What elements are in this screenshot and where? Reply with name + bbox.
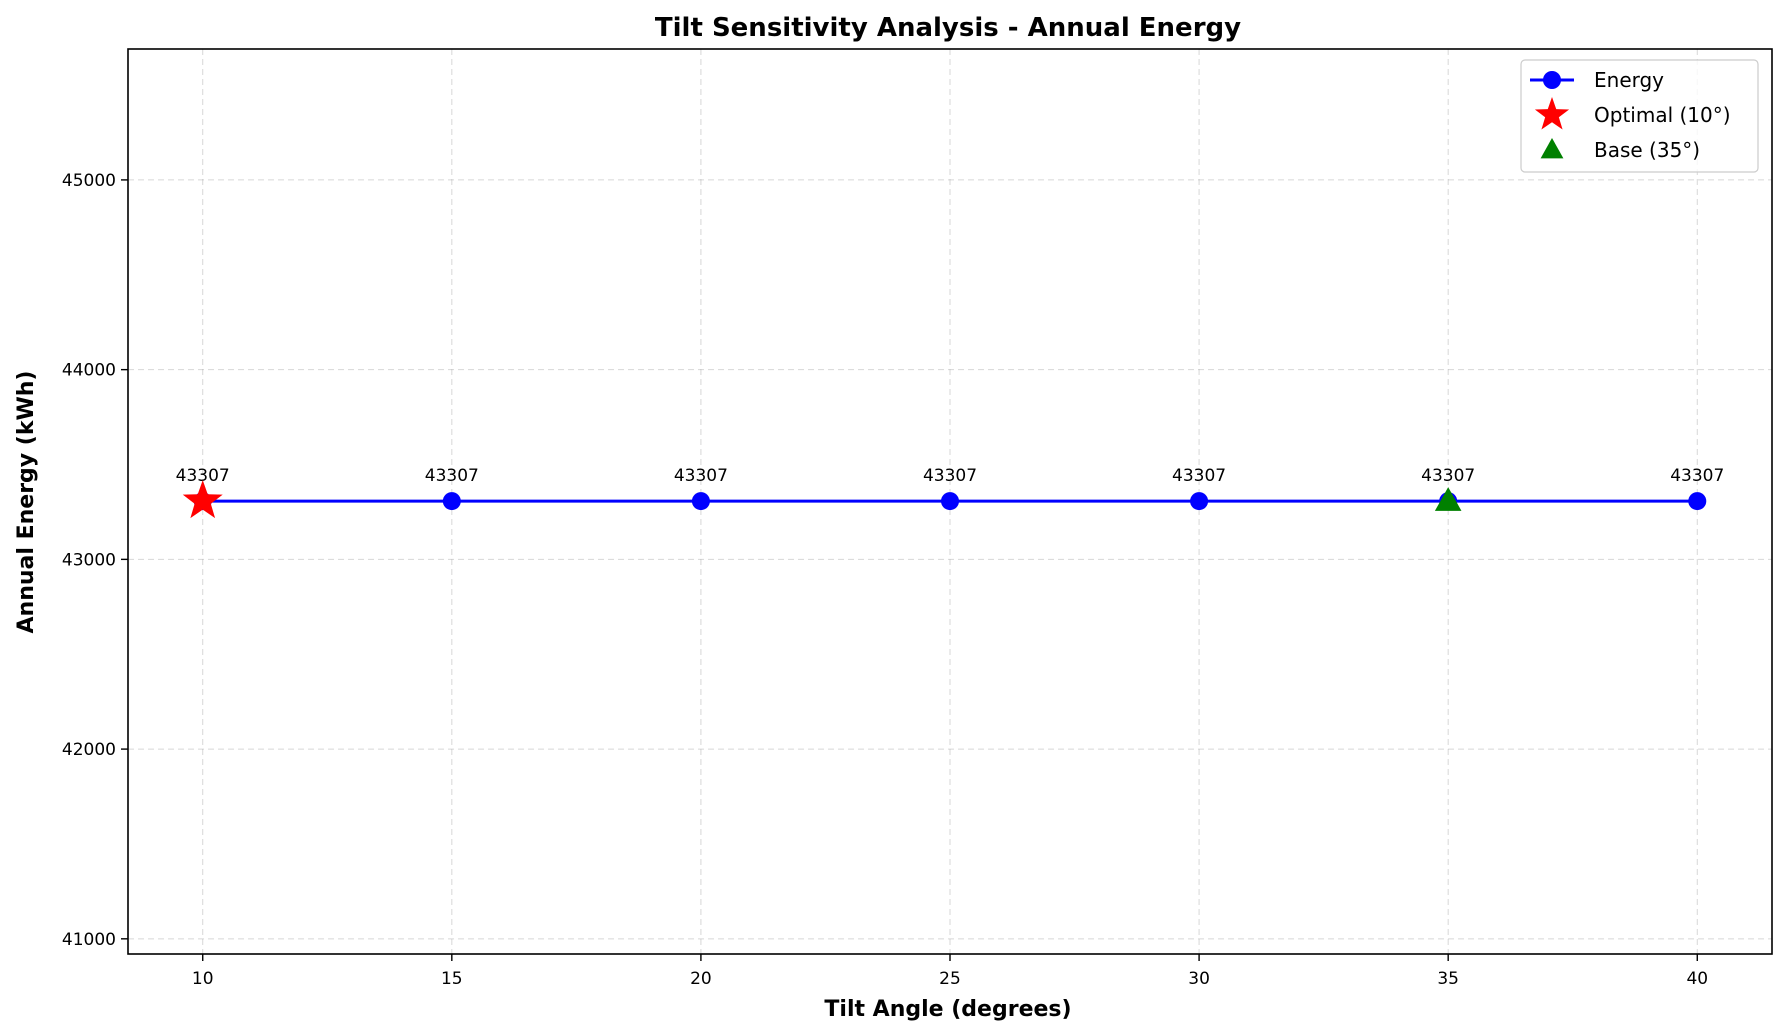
plot-series: 43307 43307 43307 43307 43307 43307 43307 [176,466,1724,519]
energy-point [442,492,461,511]
legend-base-triangle-icon [1540,138,1564,159]
legend-label-energy: Energy [1594,68,1664,92]
chart-title: Tilt Sensitivity Analysis - Annual Energ… [655,13,1241,43]
energy-point [941,492,959,511]
y-tick-label: 43000 [62,550,116,570]
legend: Energy Optimal (10°) Base (35°) [1520,59,1759,173]
x-tick-label: 15 [441,969,463,989]
x-tick-label: 30 [1188,969,1210,989]
energy-data-label: 43307 [923,466,977,486]
energy-data-label: 43307 [674,466,728,486]
axes: 10 15 20 25 30 35 40 41000 42000 43000 44000 45000 [62,171,1708,989]
x-tick-label: 25 [939,969,961,989]
y-tick-label: 45000 [62,171,116,191]
y-tick-label: 44000 [62,361,116,381]
legend-energy-marker [1543,71,1561,89]
x-tick-label: 35 [1437,969,1459,989]
base-triangle-marker [1434,487,1462,511]
y-tick-label: 42000 [62,740,116,760]
energy-data-label: 43307 [1421,466,1475,486]
energy-data-label: 43307 [1172,466,1226,486]
energy-data-label: 43307 [425,466,479,486]
x-tick-label: 10 [192,969,214,989]
optimal-star-marker [182,480,223,519]
energy-data-label: 43307 [176,466,230,486]
energy-point [1688,492,1707,511]
y-axis-title: Annual Energy (kWh) [14,371,39,634]
legend-label-optimal: Optimal (10°) [1594,103,1731,127]
legend-optimal-star-icon [1534,97,1570,130]
x-tick-label: 20 [690,969,712,989]
y-tick-label: 41000 [62,930,116,950]
legend-box [1520,59,1759,173]
legend-label-base: Base (35°) [1594,138,1700,162]
energy-point [1190,492,1209,511]
energy-data-label: 43307 [1670,466,1724,486]
x-tick-label: 40 [1686,969,1708,989]
energy-point [691,492,710,511]
x-axis-title: Tilt Angle (degrees) [824,997,1071,1022]
